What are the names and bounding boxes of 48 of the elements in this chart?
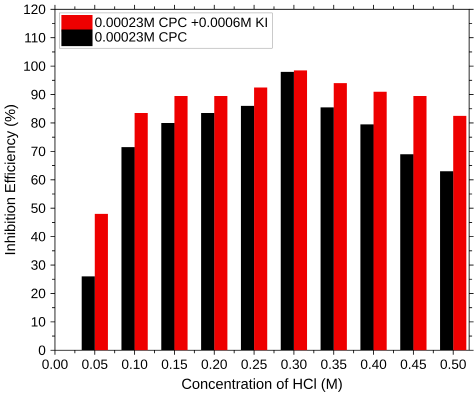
- y-axis-title: Inhibition Efficiency (%): [4, 104, 18, 254]
- bar: [214, 96, 228, 350]
- y-tick-label: 80: [31, 118, 46, 128]
- bar: [294, 70, 308, 350]
- bar: [360, 124, 374, 350]
- bar: [94, 214, 108, 350]
- x-tick-label: 0.30: [281, 359, 307, 369]
- x-tick-label: 0.00: [42, 359, 68, 369]
- x-tick-label: 0.40: [360, 359, 386, 369]
- bar: [334, 82, 347, 350]
- y-tick-label: 40: [31, 232, 46, 242]
- bar: [134, 112, 148, 350]
- bar: [400, 154, 414, 350]
- x-tick-label: 0.50: [440, 359, 466, 369]
- y-tick-label: 70: [31, 146, 46, 156]
- legend-label: 0.00023M CPC: [95, 32, 187, 42]
- bar: [201, 112, 214, 350]
- y-tick-label: 50: [31, 203, 46, 213]
- bar: [161, 122, 174, 350]
- bar: [240, 106, 254, 350]
- y-tick-label: 10: [32, 316, 46, 326]
- bar: [254, 87, 268, 350]
- y-tick-label: 0: [38, 345, 46, 355]
- y-tick-label: 20: [31, 288, 46, 298]
- bar: [280, 72, 294, 350]
- x-tick-label: 0.20: [202, 359, 227, 369]
- x-tick-label: 0.25: [241, 359, 267, 369]
- bar: [453, 116, 466, 350]
- x-tick-label: 0.05: [82, 359, 108, 369]
- bar: [82, 276, 95, 350]
- bar: [320, 107, 334, 350]
- bar: [413, 96, 427, 350]
- x-axis-title: Concentration of HCl (M): [182, 378, 342, 392]
- x-tick-label: 0.35: [321, 359, 346, 369]
- x-tick-label: 0.45: [400, 359, 426, 369]
- y-tick-label: 110: [25, 32, 46, 42]
- legend-label: 0.00023M CPC +0.0006M KI: [95, 17, 267, 27]
- y-tick-label: 60: [31, 174, 46, 184]
- bar: [174, 96, 188, 350]
- bar: [121, 146, 135, 350]
- y-tick-label: 30: [31, 260, 46, 270]
- y-tick-label: 120: [24, 4, 46, 14]
- y-tick-label: 100: [24, 61, 46, 71]
- bar: [440, 171, 454, 350]
- bar: [374, 92, 387, 350]
- x-tick-label: 0.15: [162, 359, 188, 369]
- x-tick-label: 0.10: [122, 359, 148, 369]
- y-tick-label: 90: [31, 90, 46, 100]
